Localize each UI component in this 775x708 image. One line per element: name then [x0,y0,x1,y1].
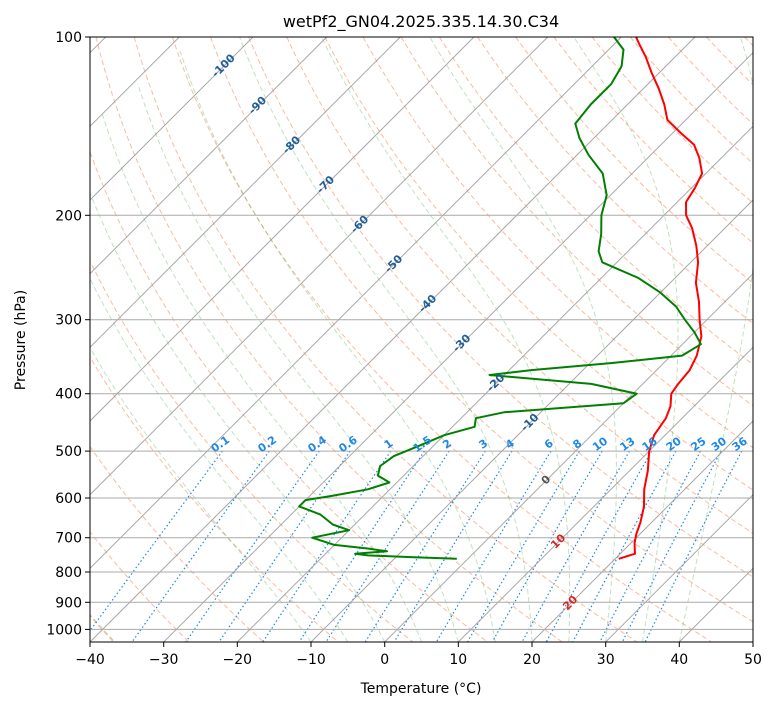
dry-adiabat [515,37,753,284]
x-tick-label: −30 [149,652,179,668]
isotherm-line [90,37,401,349]
isotherm-line [236,125,753,642]
mixing-ratio-line [218,450,351,642]
x-tick-label: −40 [75,652,105,668]
dry-adiabat [210,37,753,623]
moist-adiabat [429,37,617,642]
skewed-isotherms [90,37,753,642]
moist-adiabat [678,37,753,642]
moist-adiabats [90,37,753,642]
isotherm-line [605,493,753,642]
mixing-ratio-line [131,450,270,642]
isotherm-line [90,37,622,570]
mixing-ratio-line [621,450,722,642]
x-tick-label: 0 [380,652,389,668]
isotherm-line [531,420,753,642]
isotherm-line [310,199,753,642]
isotherm-line [90,37,696,642]
dry-adiabat [133,37,638,642]
dry-adiabat [90,259,414,642]
y-tick-label: 700 [55,531,82,547]
y-axis: 1000 900 800 700 600 500 400 300 200 100 [46,30,90,638]
isotherm-line [90,37,549,496]
profile-series [298,37,704,560]
dry-adiabat [90,356,339,642]
moist-adiabat [573,37,679,642]
y-tick-label: 1000 [46,622,82,638]
mixing-ratio-line [599,450,702,642]
dry-adiabat [248,37,753,578]
moist-adiabat [321,37,571,642]
isotherm-line [90,37,254,201]
dry-adiabat [553,37,753,244]
mixing-ratio-line [521,450,631,642]
isotherm-line [384,272,753,642]
isotherm-line [90,37,475,422]
moist-adiabat [239,37,533,642]
dry-adiabat [286,37,753,534]
dry-adiabat [400,37,753,407]
x-tick-label: −20 [223,652,253,668]
x-tick-label: 40 [670,652,688,668]
y-tick-label: 200 [55,208,82,224]
y-axis-title: Pressure (hPa) [13,290,29,390]
moist-adiabat [90,277,349,642]
isotherm-line [163,51,753,642]
dry-adiabat [438,37,753,366]
x-axis-title: Temperature (°C) [360,681,482,697]
x-tick-label: −10 [296,652,326,668]
plot-frame [89,36,754,643]
dry-adiabat [171,37,712,642]
plot-area-background [90,37,753,642]
isotherm-line [457,346,753,642]
y-tick-label: 600 [55,491,82,507]
x-tick-label: 30 [597,652,615,668]
y-tick-label: 800 [55,565,82,581]
temperature-line [618,37,704,560]
mixing-ratio-line [185,450,320,642]
mixing-ratio-line [435,450,552,642]
moist-adiabat [90,191,386,642]
y-tick-label: 300 [55,313,82,329]
dry-adiabat [95,37,563,642]
dewpoint-line [298,37,702,560]
x-axis: −40 −30 −20 −10 0 10 20 30 40 50 [75,642,762,668]
mixing-ratio-line [364,450,486,642]
dry-adiabat [324,37,753,491]
mixing-ratio-line [545,450,653,642]
moist-adiabat [179,49,496,642]
mixing-ratio-line [572,450,677,642]
chart-title: wetPf2_GN04.2025.335.14.30.C34 [283,12,559,32]
isobar-gridlines [90,37,753,630]
moist-adiabat [137,83,459,642]
mixing-ratio-line [393,450,513,642]
mixing-ratio-lines [90,450,743,642]
dry-adiabat [90,445,264,642]
x-tick-label: 50 [744,652,762,668]
y-tick-label: 900 [55,595,82,611]
dry-adiabat [629,37,753,165]
x-tick-label: 20 [523,652,541,668]
mixing-ratio-line [491,450,603,642]
isotherm-line [90,37,328,275]
y-tick-label: 500 [55,444,82,460]
x-tick-label: 10 [449,652,467,668]
y-tick-label: 400 [55,387,82,403]
mixing-ratio-line [466,450,580,642]
y-tick-label: 100 [55,30,82,46]
